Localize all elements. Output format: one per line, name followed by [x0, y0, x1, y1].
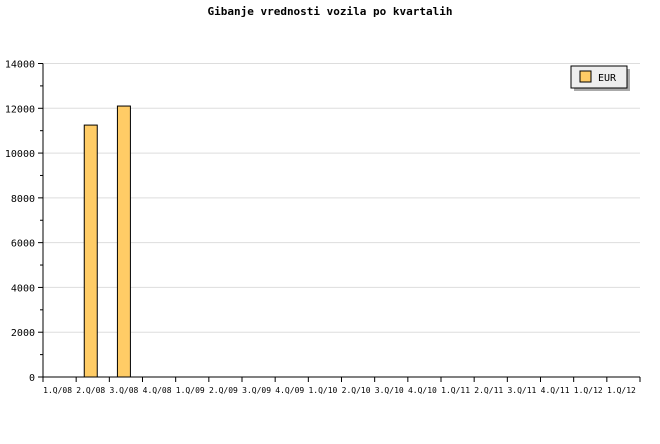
y-tick-label: 4000: [11, 283, 35, 294]
y-tick-label: 14000: [5, 60, 35, 71]
legend-swatch-eur: [579, 70, 592, 83]
x-tick-label: 2.Q/09: [209, 386, 238, 395]
y-tick-label: 8000: [11, 194, 35, 205]
x-tick-label: 1.Q/09: [176, 386, 205, 395]
bar-3.Q/08: [116, 105, 131, 378]
legend: EUR: [570, 65, 630, 91]
x-tick-label: 3.Q/09: [242, 386, 271, 395]
legend-label-eur: EUR: [598, 73, 617, 84]
x-tick-label: 1.Q/08: [43, 386, 72, 395]
y-tick-label: 6000: [11, 239, 35, 250]
y-tick-label: 10000: [5, 149, 35, 160]
y-tick-label: 0: [29, 373, 35, 384]
bar-2.Q/08: [83, 124, 98, 378]
x-tick-label: 2.Q/11: [474, 386, 503, 395]
x-tick-label: 4.Q/08: [143, 386, 172, 395]
x-tick-label: 3.Q/10: [375, 386, 404, 395]
x-tick-label: 1.Q/12: [574, 386, 603, 395]
x-tick-label: 4.Q/10: [408, 386, 437, 395]
x-tick-label: 3.Q/08: [109, 386, 138, 395]
x-tick-label: 1.Q/12: [607, 386, 636, 395]
x-tick-label: 1.Q/10: [308, 386, 337, 395]
y-tick-label: 12000: [5, 104, 35, 115]
x-tick-label: 2.Q/10: [342, 386, 371, 395]
x-tick-label: 4.Q/09: [275, 386, 304, 395]
chart-title: Gibanje vrednosti vozila po kvartalih: [207, 5, 452, 18]
y-tick-label: 2000: [11, 328, 35, 339]
x-tick-label: 3.Q/11: [507, 386, 536, 395]
x-tick-label: 4.Q/11: [541, 386, 570, 395]
x-tick-label: 2.Q/08: [76, 386, 105, 395]
x-tick-label: 1.Q/11: [441, 386, 470, 395]
